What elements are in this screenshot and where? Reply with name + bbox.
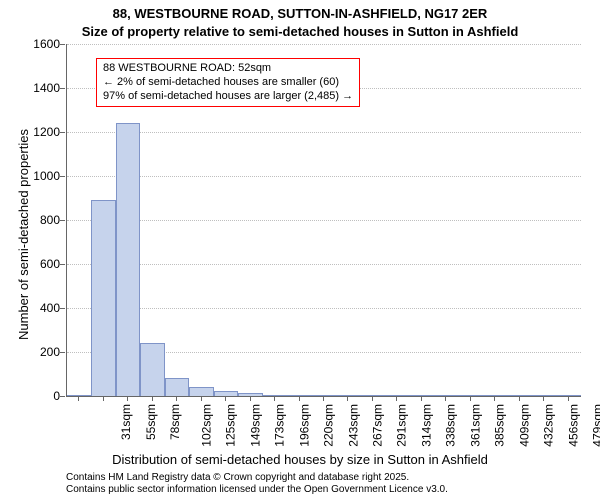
y-tick-label: 0 xyxy=(20,390,60,402)
x-tick-label: 314sqm xyxy=(421,404,433,447)
x-tick-mark xyxy=(445,396,446,401)
x-tick-label: 456sqm xyxy=(568,404,580,447)
footer-line: Contains HM Land Registry data © Crown c… xyxy=(66,472,448,484)
histogram-bar xyxy=(140,343,164,396)
x-tick-label: 432sqm xyxy=(543,404,555,447)
x-tick-label: 31sqm xyxy=(120,404,132,440)
histogram-bar xyxy=(238,393,262,396)
gridline xyxy=(67,220,581,221)
histogram-bar xyxy=(361,395,385,396)
x-tick-mark xyxy=(250,396,251,401)
x-tick-label: 479sqm xyxy=(592,404,600,447)
x-tick-label: 291sqm xyxy=(396,404,408,447)
x-tick-mark xyxy=(519,396,520,401)
x-tick-mark xyxy=(494,396,495,401)
histogram-bar xyxy=(165,378,189,396)
x-tick-label: 409sqm xyxy=(519,404,531,447)
x-tick-mark xyxy=(78,396,79,401)
y-tick-label: 1000 xyxy=(20,170,60,182)
x-tick-label: 196sqm xyxy=(298,404,310,447)
x-tick-mark xyxy=(323,396,324,401)
x-tick-label: 149sqm xyxy=(249,404,261,447)
gridline xyxy=(67,44,581,45)
x-tick-label: 385sqm xyxy=(494,404,506,447)
histogram-bar xyxy=(287,395,311,396)
gridline xyxy=(67,132,581,133)
footer-line: Contains public sector information licen… xyxy=(66,484,448,496)
x-tick-mark xyxy=(274,396,275,401)
annotation-line: 97% of semi-detached houses are larger (… xyxy=(103,90,353,104)
histogram-bar xyxy=(483,395,507,396)
x-tick-mark xyxy=(127,396,128,401)
x-tick-label: 267sqm xyxy=(372,404,384,447)
x-tick-mark xyxy=(176,396,177,401)
y-tick-label: 1600 xyxy=(20,38,60,50)
x-tick-mark xyxy=(396,396,397,401)
x-tick-mark xyxy=(299,396,300,401)
y-tick-label: 1200 xyxy=(20,126,60,138)
annotation-line: 88 WESTBOURNE ROAD: 52sqm xyxy=(103,62,353,76)
gridline xyxy=(67,308,581,309)
x-axis-label: Distribution of semi-detached houses by … xyxy=(0,452,600,467)
histogram-bar xyxy=(91,200,115,396)
x-tick-label: 102sqm xyxy=(200,404,212,447)
y-tick-label: 200 xyxy=(20,346,60,358)
histogram-bar xyxy=(459,395,483,396)
y-tick-label: 1400 xyxy=(20,82,60,94)
x-tick-mark xyxy=(103,396,104,401)
chart-container: 88, WESTBOURNE ROAD, SUTTON-IN-ASHFIELD,… xyxy=(0,0,600,500)
chart-title-line2: Size of property relative to semi-detach… xyxy=(0,24,600,39)
x-tick-label: 338sqm xyxy=(445,404,457,447)
gridline xyxy=(67,264,581,265)
histogram-bar xyxy=(410,395,434,396)
x-tick-mark xyxy=(347,396,348,401)
histogram-bar xyxy=(434,395,458,396)
x-tick-label: 125sqm xyxy=(225,404,237,447)
x-tick-mark xyxy=(372,396,373,401)
x-tick-mark xyxy=(568,396,569,401)
histogram-bar xyxy=(532,395,556,396)
x-tick-mark xyxy=(225,396,226,401)
annotation-box: 88 WESTBOURNE ROAD: 52sqm ← 2% of semi-d… xyxy=(96,58,360,107)
y-tick-label: 400 xyxy=(20,302,60,314)
x-tick-mark xyxy=(201,396,202,401)
histogram-bar xyxy=(116,123,140,396)
y-tick-label: 600 xyxy=(20,258,60,270)
histogram-bar xyxy=(67,395,91,396)
chart-title-line1: 88, WESTBOURNE ROAD, SUTTON-IN-ASHFIELD,… xyxy=(0,6,600,21)
histogram-bar xyxy=(557,395,581,396)
x-tick-label: 173sqm xyxy=(274,404,286,447)
y-tick-label: 800 xyxy=(20,214,60,226)
x-tick-label: 78sqm xyxy=(169,404,181,440)
annotation-line: ← 2% of semi-detached houses are smaller… xyxy=(103,76,353,90)
histogram-bar xyxy=(508,395,532,396)
x-tick-label: 220sqm xyxy=(323,404,335,447)
x-tick-mark xyxy=(421,396,422,401)
x-tick-label: 243sqm xyxy=(347,404,359,447)
x-tick-mark xyxy=(470,396,471,401)
gridline xyxy=(67,176,581,177)
histogram-bar xyxy=(189,387,213,396)
x-tick-mark xyxy=(152,396,153,401)
x-tick-label: 55sqm xyxy=(145,404,157,440)
histogram-bar xyxy=(336,395,360,396)
footer-attribution: Contains HM Land Registry data © Crown c… xyxy=(66,472,448,496)
x-tick-mark xyxy=(543,396,544,401)
x-tick-label: 361sqm xyxy=(470,404,482,447)
histogram-bar xyxy=(385,395,409,396)
